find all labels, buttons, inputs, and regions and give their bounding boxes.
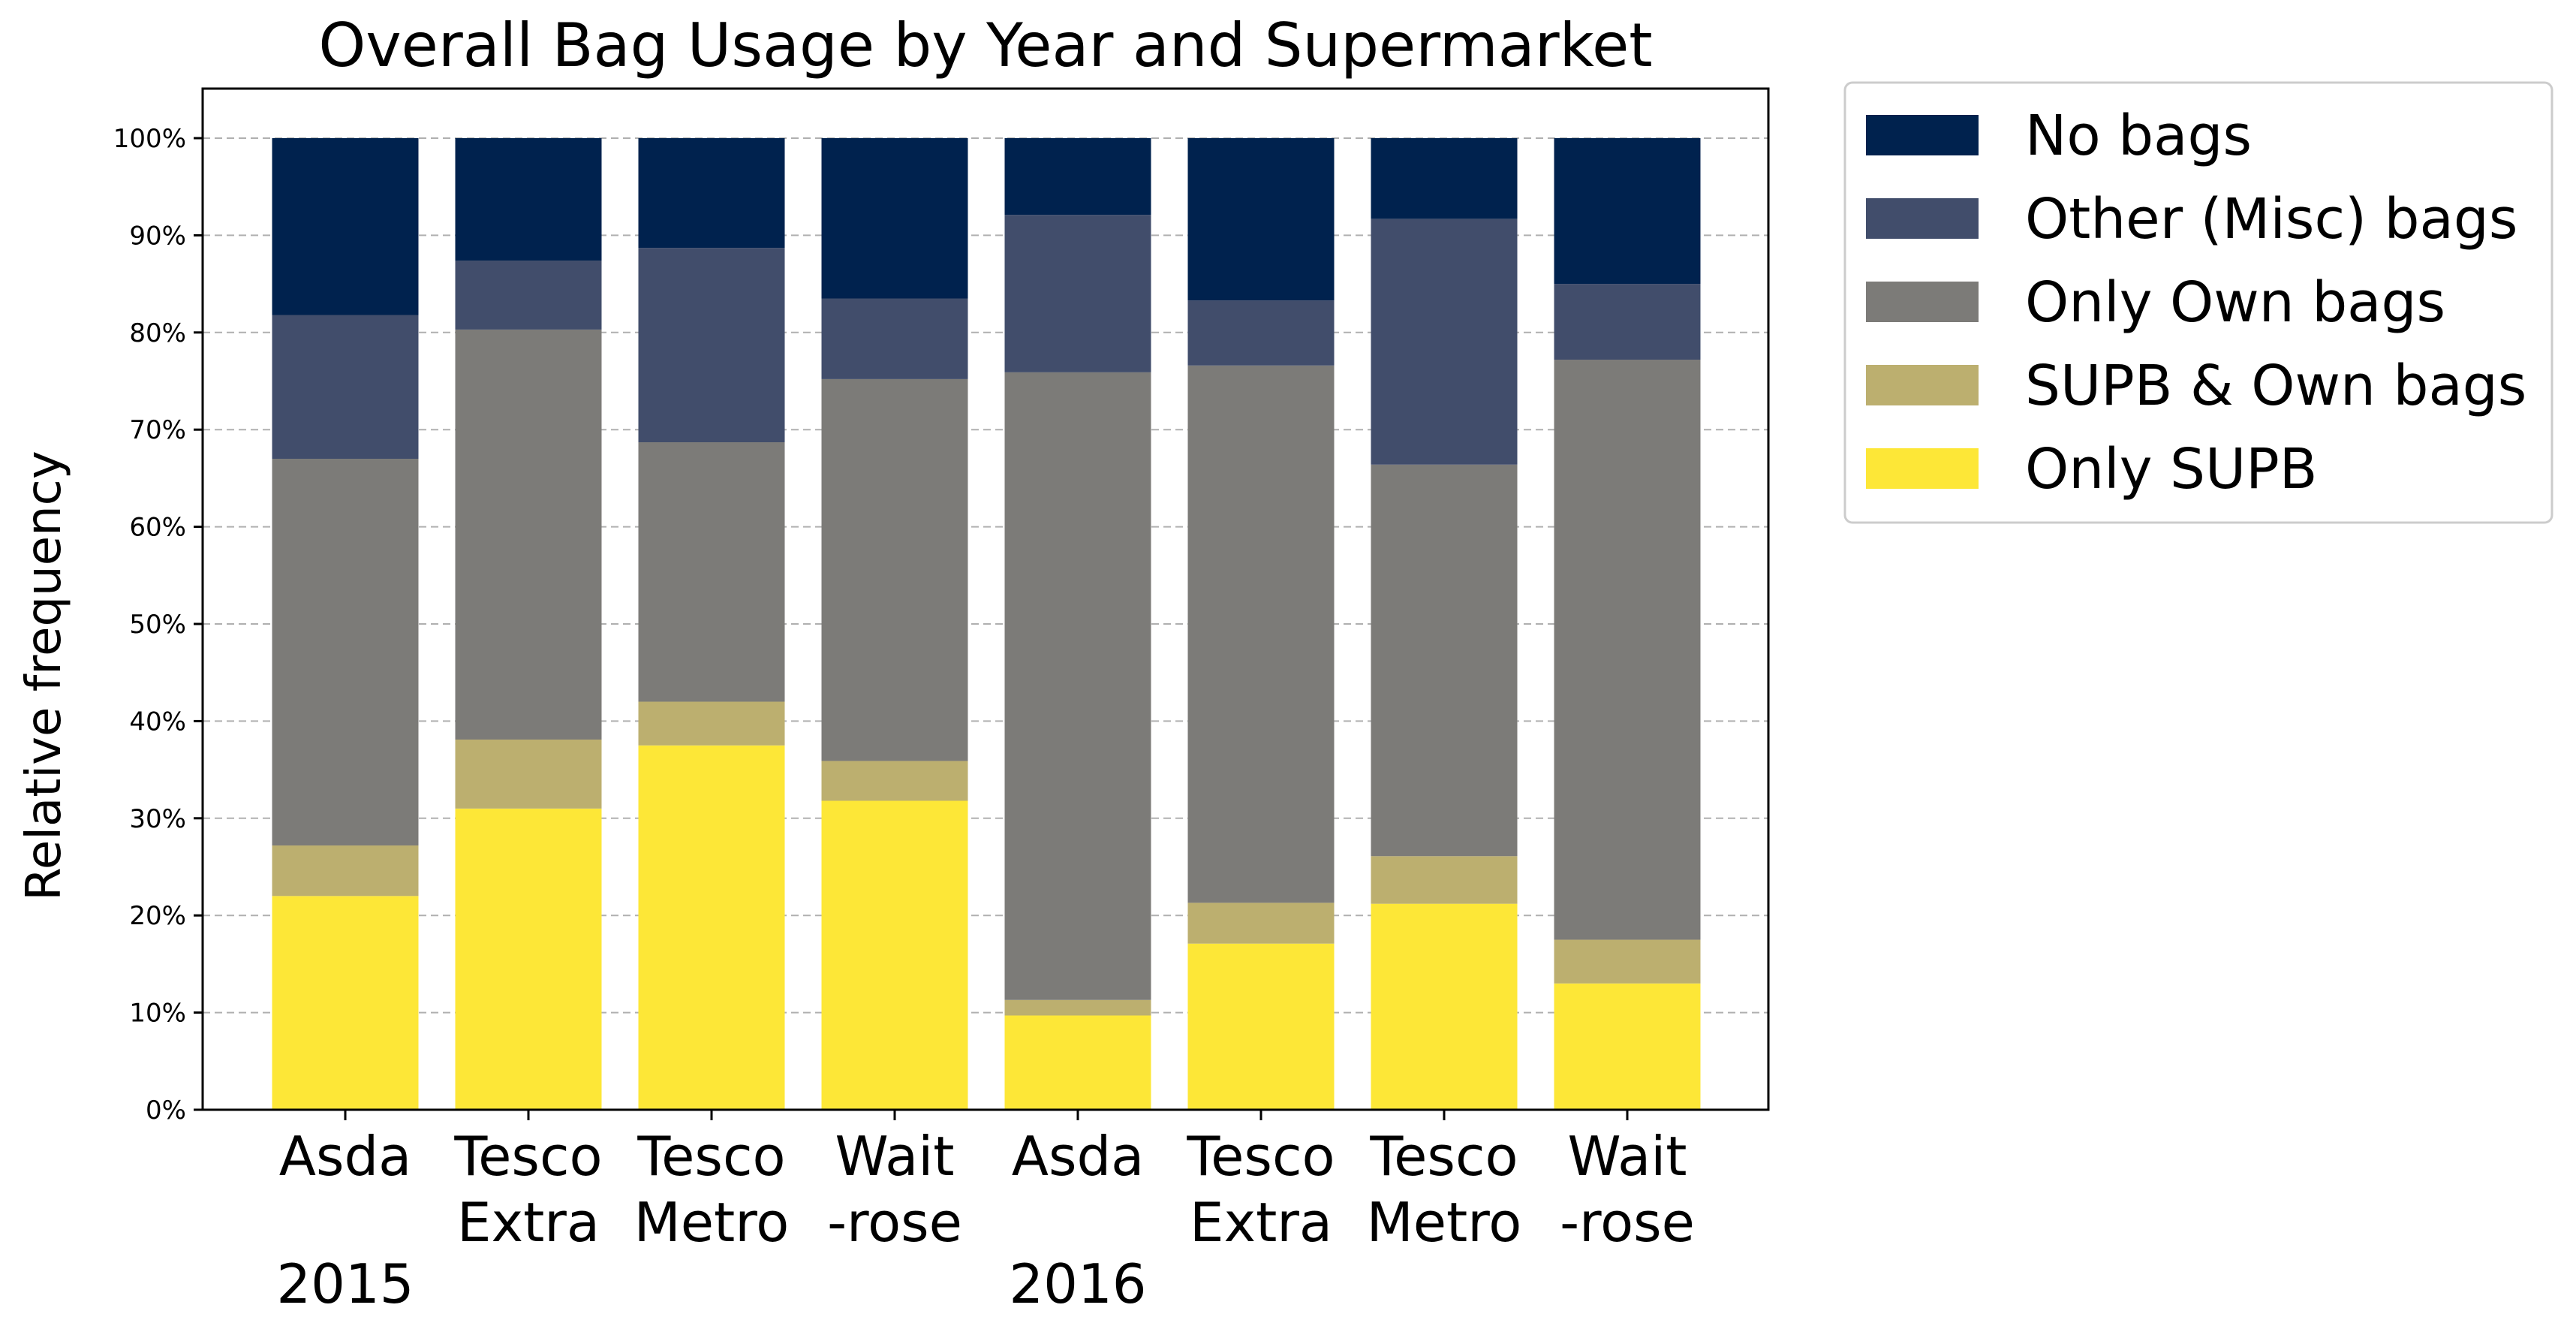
y-tick-label: 50% [129,610,186,640]
x-tick-label: Tesco [453,1125,602,1188]
y-axis-label: Relative frequency [17,451,72,900]
x-tick-label: -rose [827,1191,962,1254]
y-axis-ticks: 0% 10% 20% 30% 40% 50% 60% 70% 80% 90% 100% [113,124,203,1126]
group-label: 2015 [276,1252,414,1315]
bar-segment [821,378,968,761]
bar-segment [1554,939,1701,984]
bar-segment [1187,300,1335,366]
bars [272,138,1701,1110]
x-tick-label: Metro [634,1191,790,1254]
x-tick-label: -rose [1560,1191,1695,1254]
y-tick-label: 20% [129,901,186,931]
bar-segment [1187,903,1335,944]
x-tick-label: Asda [1012,1125,1145,1188]
y-tick-label: 80% [129,318,186,348]
legend: No bags Other (Misc) bags Only Own bags SUP… [1843,81,2553,524]
group-label: 2016 [1009,1252,1146,1315]
legend-swatch [1866,365,1979,405]
bar-segment [638,442,785,702]
bar-segment [455,739,602,809]
x-tick-label: Tesco [1369,1125,1518,1188]
y-tick-label: 60% [129,513,186,543]
x-tick-label: Extra [457,1191,600,1254]
bar-segment [272,138,419,315]
bar-segment [455,261,602,330]
plot-frame [201,87,1770,1111]
x-tick-label: Tesco [1186,1125,1335,1188]
legend-frame [1843,81,2553,524]
bar-segment [1554,284,1701,360]
x-tick-label: Wait [835,1125,955,1188]
bar-segment [1554,983,1701,1110]
bar-segment [455,808,602,1110]
bar-segment [1554,360,1701,940]
y-tick-label: 0% [146,1095,186,1126]
y-tick-label: 30% [129,804,186,834]
bar-segment [1187,365,1335,903]
x-tick-label: Asda [279,1125,412,1188]
legend-entry: Only Own bags [2025,270,2445,335]
legend-swatch [1866,115,1979,155]
bar-segment [272,459,419,846]
bar-segment [1004,372,1151,1000]
bar-segment [272,845,419,897]
bar-segment [1371,218,1518,465]
legend-swatch [1866,198,1979,239]
bar-segment [821,298,968,379]
bar-segment [1004,999,1151,1016]
bar-segment [1371,903,1518,1110]
bar-segment [1004,1015,1151,1110]
bar-segment [638,745,785,1110]
bar-segment [1004,138,1151,215]
bar-segment [272,315,419,460]
y-tick-label: 40% [129,707,186,737]
y-tick-label: 100% [113,124,186,154]
legend-entry: Only SUPB [2025,437,2318,502]
bar-segment [638,248,785,443]
bar-segment [821,800,968,1110]
chart-title: Overall Bag Usage by Year and Supermarke… [318,11,1652,80]
legend-entry: No bags [2025,104,2252,168]
bar-segment [272,896,419,1110]
x-tick-label: Tesco [636,1125,785,1188]
legend-swatch [1866,448,1979,489]
bar-segment [455,138,602,261]
bar-segment [455,329,602,740]
bar-segment [1004,215,1151,372]
y-tick-label: 10% [129,999,186,1029]
gridlines [203,137,1768,1110]
bar-segment [638,701,785,746]
bar-segment [821,761,968,801]
legend-entry: Other (Misc) bags [2025,187,2517,252]
bar-segment [1554,138,1701,285]
x-tick-label: Extra [1190,1191,1332,1254]
bar-segment [638,138,785,249]
bar-segment [1371,464,1518,857]
x-tick-label: Wait [1568,1125,1687,1188]
x-tick-label: Metro [1367,1191,1522,1254]
bar-segment [1371,138,1518,219]
bar-segment [1371,856,1518,904]
bar-segment [821,138,968,299]
bar-segment [1187,138,1335,301]
y-tick-label: 90% [129,221,186,251]
legend-swatch [1866,282,1979,322]
bar-segment [1187,943,1335,1110]
legend-entry: SUPB & Own bags [2025,354,2526,418]
y-tick-label: 70% [129,415,186,445]
